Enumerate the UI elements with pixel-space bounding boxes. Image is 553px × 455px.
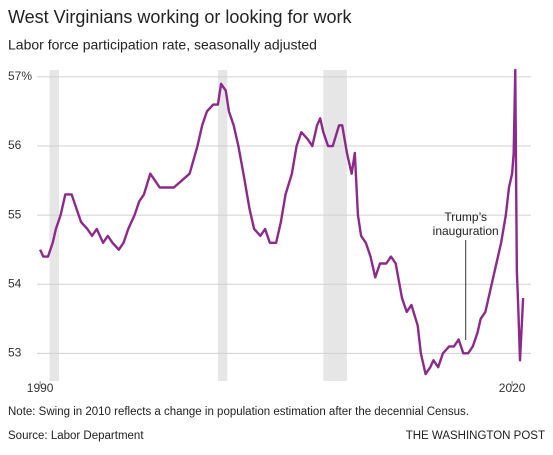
shaded-period <box>49 70 60 381</box>
y-tick-label: 53 <box>8 346 22 360</box>
y-tick-label: 55 <box>8 207 22 221</box>
credit: THE WASHINGTON POST <box>406 430 545 442</box>
chart-subtitle: Labor force participation rate, seasonal… <box>8 37 317 53</box>
data-line <box>39 68 525 376</box>
shaded-period <box>323 70 347 381</box>
chart-title: West Virginians working or looking for w… <box>8 7 352 27</box>
y-tick-label: 57% <box>8 69 32 83</box>
annotation-text: inauguration <box>433 224 499 238</box>
source: Source: Labor Department <box>8 430 144 442</box>
x-tick-label: 1990 <box>27 381 54 395</box>
annotation-text: Trump’s <box>444 210 487 224</box>
y-tick-label: 54 <box>8 276 22 290</box>
y-tick-label: 56 <box>8 138 22 152</box>
note: Note: Swing in 2010 reflects a change in… <box>8 406 469 418</box>
x-tick-label: 2020 <box>499 381 526 395</box>
shaded-period <box>217 70 228 381</box>
